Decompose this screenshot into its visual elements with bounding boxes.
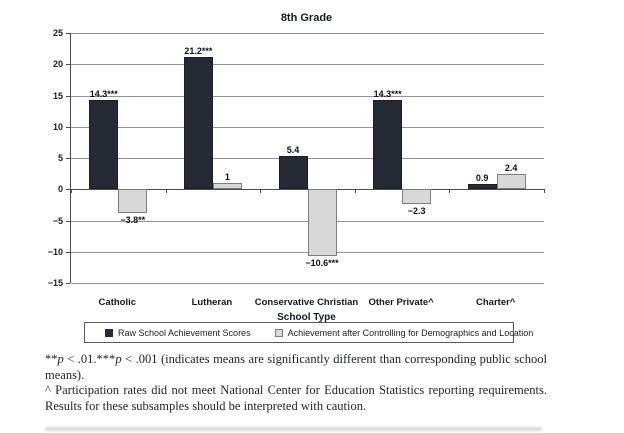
bar-value-label: 14.3*** — [373, 88, 402, 99]
y-tick-mark — [66, 64, 70, 66]
y-tick-label: 25 — [52, 28, 63, 38]
y-tick-mark — [66, 126, 70, 128]
category-label: Charter^ — [476, 297, 516, 308]
gridline — [71, 64, 544, 66]
bar — [373, 99, 403, 190]
legend: Raw School Achievement Scores Achievemen… — [84, 322, 533, 343]
x-tick-mark — [354, 189, 356, 194]
significance-footnote: **p < .01.***p < .001 (indicates means a… — [45, 352, 547, 383]
footnote-segment: < .01.*** — [63, 352, 116, 366]
participation-footnote: ^ Participation rates did not meet Natio… — [45, 383, 547, 413]
x-axis-title: School Type — [277, 312, 336, 323]
bar — [89, 99, 119, 190]
category-label: Other Private^ — [368, 297, 434, 308]
bar — [402, 189, 432, 204]
y-tick-label: 5 — [57, 153, 63, 163]
legend-label-raw-scores: Raw School Achievement Scores — [118, 327, 251, 338]
chart-title: 8th Grade — [280, 12, 333, 24]
x-tick-mark — [165, 189, 167, 194]
y-tick-label: 15 — [52, 90, 63, 101]
bar — [183, 56, 213, 190]
raw-scores-swatch-icon — [105, 328, 113, 337]
y-tick-label: 20 — [52, 59, 63, 70]
plot-area: 25 20 15 10 5 0 −5 −10 −15 14.3*** −3.8** 21.2*** 1 5… — [48, 28, 545, 288]
category-label: Catholic — [98, 297, 137, 308]
x-tick-mark — [71, 189, 72, 194]
footnotes: **p < .01.***p < .001 (indicates means a… — [45, 352, 547, 414]
bar — [467, 183, 497, 190]
bar-value-label: −2.3 — [407, 205, 426, 216]
y-tick-mark — [66, 283, 70, 284]
y-tick-label: −15 — [47, 278, 63, 288]
cropped-text-artifact — [45, 427, 542, 431]
bar-value-label: 14.3*** — [89, 88, 118, 99]
legend-item-raw-scores: Raw School Achievement Scores — [105, 328, 251, 338]
gridline — [71, 33, 544, 34]
gridline — [71, 283, 544, 284]
y-tick-mark — [66, 220, 70, 222]
bar — [496, 174, 526, 190]
bar — [118, 189, 148, 213]
x-tick-mark — [260, 189, 262, 194]
bar-value-label: 5.4 — [286, 144, 300, 155]
controlled-swatch-icon — [274, 328, 283, 337]
gridline — [71, 158, 544, 159]
footnote-p-italic: p — [57, 352, 64, 366]
y-tick-mark — [66, 189, 70, 191]
bar — [278, 155, 308, 190]
category-label: Conservative Christian — [254, 297, 359, 308]
legend-item-controlled: Achievement after Controlling for Demogr… — [274, 327, 534, 338]
x-tick-mark — [544, 189, 545, 194]
y-tick-mark — [66, 158, 70, 159]
legend-label-controlled: Achievement after Controlling for Demogr… — [287, 327, 534, 338]
y-tick-label: 0 — [57, 184, 63, 195]
y-tick-label: 10 — [52, 121, 63, 132]
gridline — [71, 126, 544, 128]
x-tick-mark — [449, 189, 451, 194]
bar-value-label: 0.9 — [475, 172, 489, 183]
bar-value-label: −3.8** — [120, 215, 146, 225]
bar-value-label: −10.6*** — [305, 257, 339, 268]
bar-value-label: 2.4 — [504, 163, 518, 174]
y-tick-mark — [66, 33, 70, 34]
bar — [212, 183, 242, 190]
footnote-segment: < .001 (indicates means are significantl… — [45, 352, 547, 382]
bar — [307, 189, 337, 256]
category-axis: Catholic Lutheran Conservative Christian Ot… — [70, 297, 543, 311]
gridline — [71, 95, 544, 97]
y-tick-mark — [66, 251, 70, 253]
bar-value-label: 21.2*** — [184, 45, 213, 56]
footnote-p-italic: p — [115, 352, 122, 366]
y-tick-label: −10 — [47, 246, 63, 257]
footnote-segment: ** — [45, 352, 58, 366]
y-tick-label: −5 — [52, 215, 63, 226]
y-tick-mark — [66, 95, 70, 97]
category-label: Lutheran — [191, 297, 233, 308]
bar-value-label: 1 — [224, 172, 230, 182]
